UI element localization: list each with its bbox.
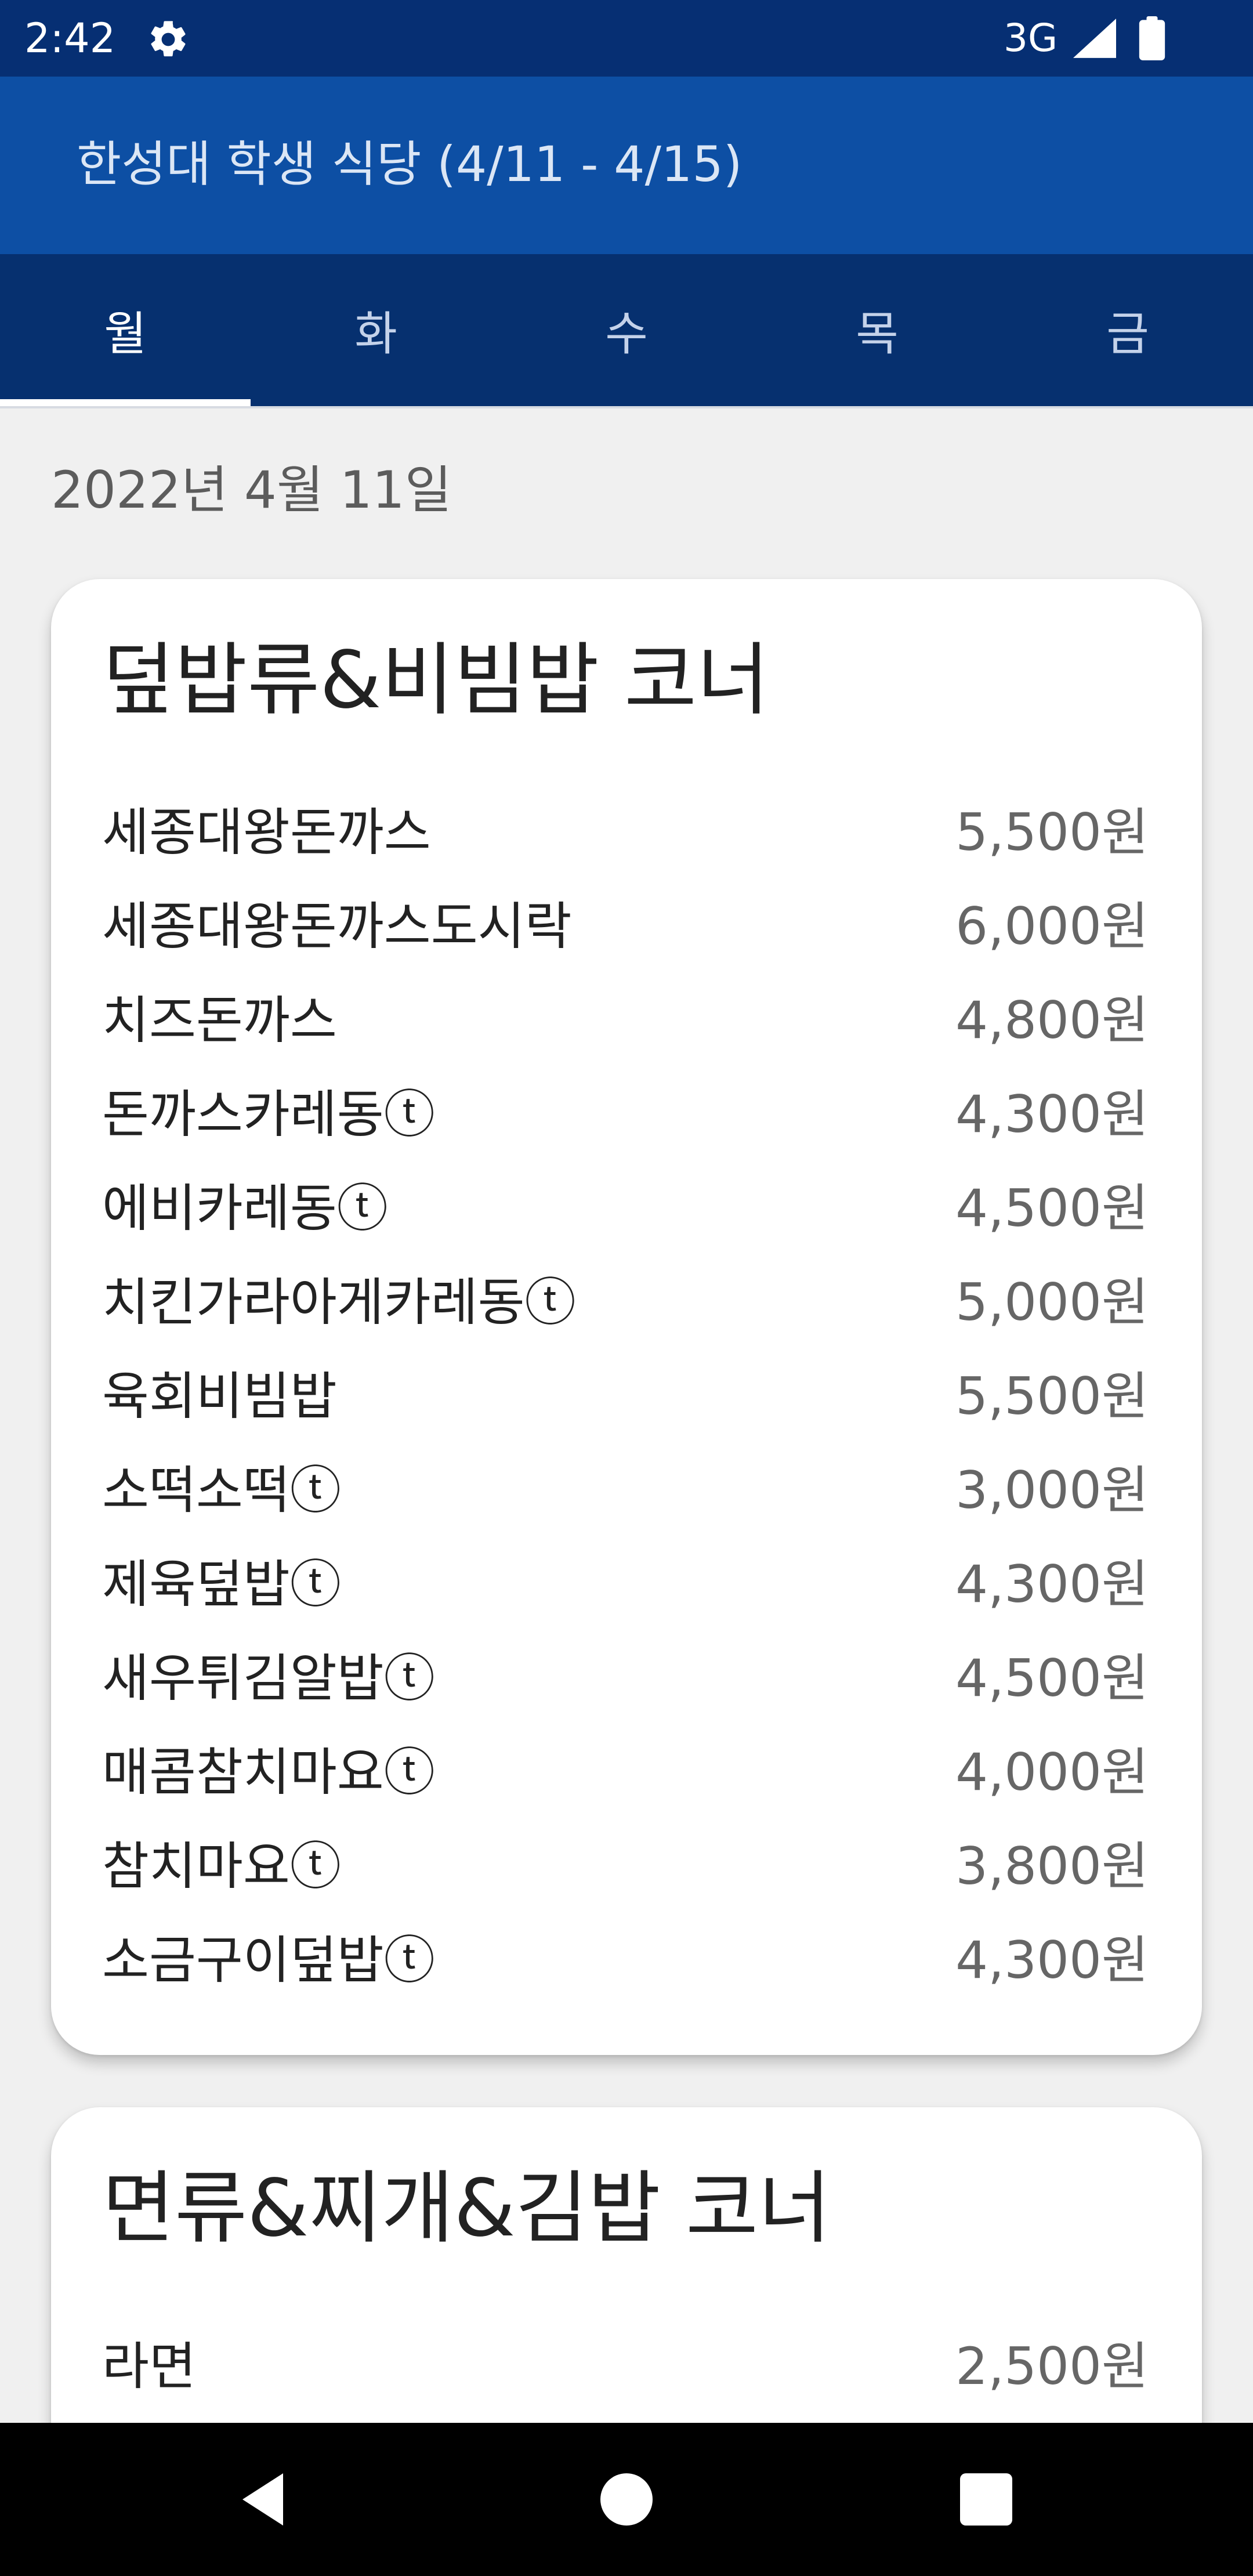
tab-thursday[interactable]: 목 xyxy=(856,307,899,361)
menu-item: 치즈돈까스 4,800원 xyxy=(102,969,1149,1063)
menu-item-name: 소떡소떡ⓣ xyxy=(102,1460,341,1520)
signal-icon xyxy=(1073,19,1116,58)
menu-item-name: 치킨가라아게카레동ⓣ xyxy=(102,1272,576,1332)
day-tab-bar: 월 화 수 목 금 xyxy=(0,254,1253,406)
menu-item: 소금구이덮밥ⓣ 4,300원 xyxy=(102,1909,1149,2003)
menu-item-price: 5,000원 xyxy=(955,1272,1149,1332)
menu-list: 세종대왕돈까스 5,500원 세종대왕돈까스도시락 6,000원 치즈돈까스 4,80… xyxy=(102,781,1149,2003)
menu-item-name: 세종대왕돈까스도시락 xyxy=(102,896,572,956)
menu-item-price: 4,300원 xyxy=(955,1930,1149,1990)
corner-title: 면류&찌개&김밥 코너 xyxy=(102,2163,831,2255)
menu-item-price: 2,500원 xyxy=(955,2336,1149,2396)
battery-icon xyxy=(1139,16,1165,60)
menu-item: 라면 2,500원 xyxy=(102,2315,1149,2409)
app-title: 한성대 학생 식당 (4/11 - 4/15) xyxy=(77,136,743,193)
menu-item-price: 4,300원 xyxy=(955,1084,1149,1144)
menu-item: 제육덮밥ⓣ 4,300원 xyxy=(102,1533,1149,1627)
menu-item: 소떡소떡ⓣ 3,000원 xyxy=(102,1439,1149,1533)
corner-title: 덮밥류&비빔밥 코너 xyxy=(102,635,770,726)
menu-list: 라면 2,500원 xyxy=(102,2315,1149,2409)
network-type: 3G xyxy=(1004,16,1058,60)
menu-item: 육회비빔밥 5,500원 xyxy=(102,1345,1149,1439)
menu-item-name: 육회비빔밥 xyxy=(102,1366,337,1426)
menu-item: 새우튀김알밥ⓣ 4,500원 xyxy=(102,1627,1149,1721)
back-icon[interactable] xyxy=(231,2465,300,2534)
menu-card-rice-bowl: 덮밥류&비빔밥 코너 세종대왕돈까스 5,500원 세종대왕돈까스도시락 6,000… xyxy=(51,579,1202,2055)
tab-divider xyxy=(0,406,1253,408)
menu-item-price: 4,500원 xyxy=(955,1648,1149,1708)
menu-item-name: 매콤참치마요ⓣ xyxy=(102,1742,435,1802)
menu-item-name: 소금구이덮밥ⓣ xyxy=(102,1930,435,1990)
tab-tuesday[interactable]: 화 xyxy=(354,307,397,361)
menu-item-price: 6,000원 xyxy=(955,896,1149,956)
menu-item-price: 4,000원 xyxy=(955,1742,1149,1802)
menu-item: 에비카레동ⓣ 4,500원 xyxy=(102,1157,1149,1251)
menu-date: 2022년 4월 11일 xyxy=(51,460,452,520)
menu-item-name: 치즈돈까스 xyxy=(102,990,337,1050)
menu-item-name: 제육덮밥ⓣ xyxy=(102,1554,341,1614)
home-icon[interactable] xyxy=(592,2465,661,2534)
menu-item-name: 새우튀김알밥ⓣ xyxy=(102,1648,435,1708)
gear-icon xyxy=(151,21,186,57)
status-bar: 2:42 3G xyxy=(0,0,1253,77)
menu-item: 참치마요ⓣ 3,800원 xyxy=(102,1815,1149,1909)
recents-icon[interactable] xyxy=(951,2465,1021,2534)
menu-item-name: 세종대왕돈까스 xyxy=(102,802,431,862)
menu-item-name: 라면 xyxy=(102,2336,196,2396)
menu-item: 세종대왕돈까스도시락 6,000원 xyxy=(102,875,1149,969)
app-bar: 한성대 학생 식당 (4/11 - 4/15) xyxy=(0,77,1253,254)
menu-item-price: 5,500원 xyxy=(955,802,1149,862)
status-time: 2:42 xyxy=(24,15,116,62)
menu-item-name: 돈까스카레동ⓣ xyxy=(102,1084,435,1144)
menu-item-price: 3,800원 xyxy=(955,1836,1149,1896)
menu-item: 매콤참치마요ⓣ 4,000원 xyxy=(102,1721,1149,1815)
menu-item-price: 4,800원 xyxy=(955,990,1149,1050)
menu-item-name: 에비카레동ⓣ xyxy=(102,1178,388,1238)
tab-indicator xyxy=(0,399,251,406)
menu-item-price: 5,500원 xyxy=(955,1366,1149,1426)
menu-item-price: 4,500원 xyxy=(955,1178,1149,1238)
menu-item: 치킨가라아게카레동ⓣ 5,000원 xyxy=(102,1251,1149,1345)
tab-wednesday[interactable]: 수 xyxy=(605,307,648,361)
tab-friday[interactable]: 금 xyxy=(1106,307,1149,361)
menu-item: 세종대왕돈까스 5,500원 xyxy=(102,781,1149,875)
system-nav-bar xyxy=(0,2423,1253,2576)
menu-item-name: 참치마요ⓣ xyxy=(102,1836,341,1896)
tab-monday[interactable]: 월 xyxy=(104,307,147,361)
menu-item-price: 4,300원 xyxy=(955,1554,1149,1614)
menu-item: 돈까스카레동ⓣ 4,300원 xyxy=(102,1063,1149,1157)
menu-item-price: 3,000원 xyxy=(955,1460,1149,1520)
